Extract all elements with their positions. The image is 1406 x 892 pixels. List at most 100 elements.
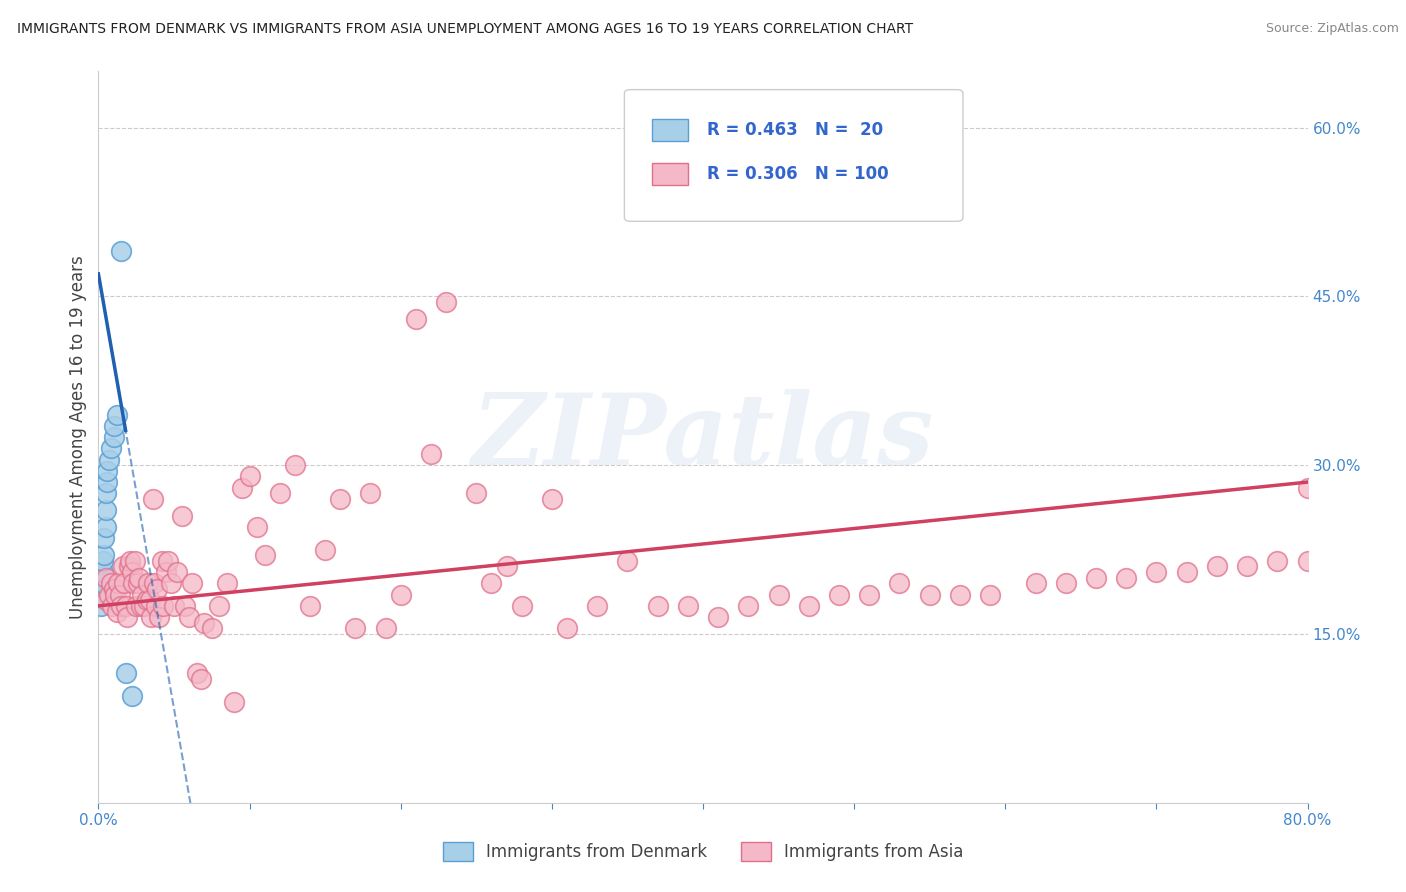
- Point: [152, 599, 174, 613]
- Point: [121, 689, 143, 703]
- Point: [110, 599, 132, 613]
- Point: [707, 610, 730, 624]
- Point: [90, 588, 112, 602]
- Point: [1085, 571, 1108, 585]
- Point: [105, 605, 128, 619]
- Point: [918, 588, 941, 602]
- Point: [127, 576, 149, 591]
- Point: [405, 312, 427, 326]
- Point: [1296, 554, 1319, 568]
- Point: [125, 599, 148, 613]
- Point: [96, 475, 118, 489]
- Point: [253, 548, 276, 562]
- Point: [100, 576, 122, 591]
- Legend: Immigrants from Denmark, Immigrants from Asia: Immigrants from Denmark, Immigrants from…: [436, 835, 970, 868]
- Point: [246, 520, 269, 534]
- Text: R = 0.463   N =  20: R = 0.463 N = 20: [707, 121, 883, 139]
- Point: [215, 576, 238, 591]
- Point: [96, 464, 118, 478]
- Point: [208, 599, 231, 613]
- Point: [148, 610, 170, 624]
- Point: [858, 588, 880, 602]
- Point: [170, 508, 193, 523]
- Point: [98, 588, 121, 602]
- Point: [1144, 565, 1167, 579]
- Point: [889, 576, 911, 591]
- Point: [107, 576, 129, 591]
- Point: [91, 565, 114, 579]
- Point: [389, 588, 412, 602]
- Point: [100, 442, 122, 456]
- Text: R = 0.306   N = 100: R = 0.306 N = 100: [707, 165, 889, 183]
- Point: [1267, 554, 1289, 568]
- Point: [510, 599, 533, 613]
- Point: [434, 295, 457, 310]
- Point: [949, 588, 972, 602]
- Point: [586, 599, 609, 613]
- Point: [129, 599, 152, 613]
- Bar: [652, 162, 689, 185]
- Text: ZIPatlas: ZIPatlas: [472, 389, 934, 485]
- Point: [108, 588, 131, 602]
- Point: [118, 559, 141, 574]
- Point: [131, 588, 153, 602]
- Point: [555, 621, 578, 635]
- Point: [329, 491, 352, 506]
- Point: [231, 481, 253, 495]
- Point: [146, 582, 169, 596]
- Point: [156, 554, 179, 568]
- Point: [224, 694, 246, 708]
- Point: [121, 565, 143, 579]
- Point: [114, 599, 136, 613]
- Point: [101, 599, 124, 613]
- Point: [98, 452, 121, 467]
- Point: [145, 599, 167, 613]
- Point: [179, 610, 201, 624]
- Point: [181, 576, 204, 591]
- Point: [132, 599, 155, 613]
- Point: [114, 666, 136, 681]
- Point: [103, 582, 125, 596]
- Point: [135, 593, 157, 607]
- Y-axis label: Unemployment Among Ages 16 to 19 years: Unemployment Among Ages 16 to 19 years: [69, 255, 87, 619]
- Point: [136, 576, 159, 591]
- Point: [94, 593, 117, 607]
- Point: [104, 588, 127, 602]
- Point: [201, 621, 224, 635]
- Point: [142, 491, 165, 506]
- Point: [110, 244, 132, 259]
- Point: [143, 576, 166, 591]
- Point: [299, 599, 322, 613]
- Point: [166, 565, 188, 579]
- Point: [122, 576, 145, 591]
- Point: [465, 486, 488, 500]
- Point: [112, 576, 135, 591]
- Point: [239, 469, 262, 483]
- Point: [495, 559, 517, 574]
- Point: [1175, 565, 1198, 579]
- Point: [124, 554, 146, 568]
- Point: [768, 588, 790, 602]
- Point: [94, 503, 117, 517]
- Point: [1206, 559, 1229, 574]
- Point: [616, 554, 638, 568]
- Point: [91, 576, 114, 591]
- Point: [979, 588, 1001, 602]
- Point: [481, 576, 503, 591]
- Point: [139, 593, 162, 607]
- Point: [540, 491, 562, 506]
- Point: [160, 576, 183, 591]
- Point: [141, 610, 163, 624]
- Point: [128, 571, 150, 585]
- Point: [344, 621, 367, 635]
- Point: [93, 532, 115, 546]
- Point: [150, 554, 173, 568]
- Point: [173, 599, 195, 613]
- Point: [93, 548, 115, 562]
- Point: [420, 447, 443, 461]
- Point: [163, 599, 186, 613]
- Point: [115, 610, 138, 624]
- Point: [1024, 576, 1046, 591]
- FancyBboxPatch shape: [624, 89, 963, 221]
- Point: [1236, 559, 1258, 574]
